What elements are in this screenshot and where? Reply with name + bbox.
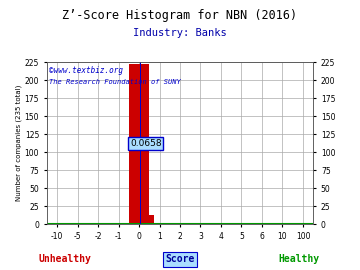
- Text: Industry: Banks: Industry: Banks: [133, 28, 227, 38]
- Text: ©www.textbiz.org: ©www.textbiz.org: [49, 66, 123, 75]
- Text: Score: Score: [165, 254, 195, 264]
- Bar: [140, 62, 141, 224]
- Y-axis label: Number of companies (235 total): Number of companies (235 total): [15, 85, 22, 201]
- Bar: [129, 64, 149, 224]
- Text: Healthy: Healthy: [278, 254, 319, 264]
- Text: The Research Foundation of SUNY: The Research Foundation of SUNY: [49, 79, 181, 85]
- Bar: [144, 215, 154, 224]
- Text: Z’-Score Histogram for NBN (2016): Z’-Score Histogram for NBN (2016): [62, 9, 298, 22]
- Text: 0.0658: 0.0658: [130, 139, 162, 148]
- Text: Unhealthy: Unhealthy: [39, 254, 91, 264]
